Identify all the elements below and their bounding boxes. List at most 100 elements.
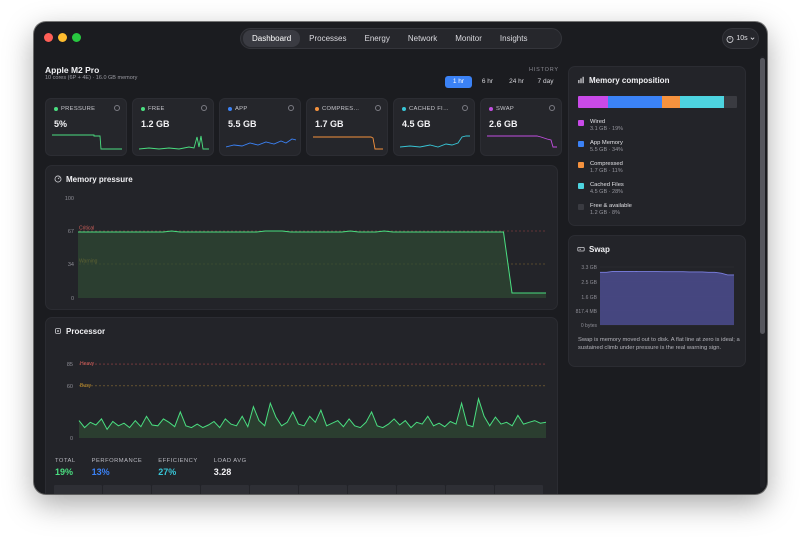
cpu-stat-label: LOAD AVG	[213, 458, 247, 464]
swap-area	[600, 271, 734, 325]
device-name: Apple M2 Pro	[45, 65, 100, 75]
stat-card-swap[interactable]: SWAP 2.6 GB	[480, 98, 562, 156]
processor-panel: Processor 85 60 0 Heavy Busy	[45, 317, 558, 494]
core-bar	[54, 485, 102, 494]
sparkline	[139, 135, 209, 150]
info-icon[interactable]	[375, 105, 381, 111]
history-range-selector: 1 hr 6 hr 24 hr 7 day	[445, 76, 559, 88]
y-tick-label: 85	[67, 362, 73, 368]
y-tick-label: 0 bytes	[581, 323, 598, 329]
y-tick-label: 100	[65, 196, 74, 202]
critical-label: Critical	[79, 226, 94, 232]
info-icon[interactable]	[288, 105, 294, 111]
core-bar	[495, 485, 543, 494]
info-icon[interactable]	[201, 105, 207, 111]
info-icon[interactable]	[462, 105, 468, 111]
stat-card-cached-files[interactable]: CACHED FI… 4.5 GB	[393, 98, 475, 156]
stat-label-row: COMPRES…	[315, 106, 360, 112]
core-bar	[250, 485, 298, 494]
cpu-stat-value: 19%	[55, 467, 74, 477]
legend-swatch	[578, 141, 584, 147]
pressure-line	[78, 230, 546, 294]
stat-value: 1.7 GB	[315, 119, 344, 129]
stat-value: 2.6 GB	[489, 119, 518, 129]
cpu-stat-value: 3.28	[213, 467, 232, 477]
stat-card-free[interactable]: FREE 1.2 GB	[132, 98, 214, 156]
refresh-interval-button[interactable]: 10s	[722, 28, 759, 49]
info-icon[interactable]	[114, 105, 120, 111]
memory-pressure-chart: 10067340CriticalWarning	[65, 196, 546, 302]
swap-title: Swap	[589, 245, 610, 254]
zoom-window-button[interactable]	[72, 33, 81, 42]
status-dot	[54, 107, 58, 111]
range-1hr[interactable]: 1 hr	[445, 76, 472, 88]
cpu-area	[79, 398, 546, 438]
tab-monitor[interactable]: Monitor	[455, 34, 482, 43]
core-bar	[446, 485, 494, 494]
sparkline	[52, 134, 122, 150]
y-tick-label: 34	[68, 262, 74, 268]
cpu-stat-value: 13%	[91, 467, 110, 477]
legend-name: Free & available	[590, 203, 632, 209]
stat-value: 4.5 GB	[402, 119, 431, 129]
history-label: HISTORY	[529, 67, 559, 73]
tab-energy[interactable]: Energy	[364, 34, 390, 43]
memory-pressure-title: Memory pressure	[66, 175, 133, 184]
legend-item-cached-files: Cached Files 4.5 GB · 28%	[578, 182, 624, 195]
y-tick-label: 0	[71, 296, 74, 302]
range-24hr[interactable]: 24 hr	[509, 78, 524, 85]
disk-icon	[577, 247, 585, 252]
timer-icon	[726, 35, 734, 43]
legend-name: Wired	[590, 119, 606, 125]
stat-label-row: FREE	[141, 106, 165, 112]
stat-label: SWAP	[496, 106, 515, 112]
device-specs: 10 cores (6P + 4E) · 16.0 GB memory	[45, 75, 138, 81]
status-dot	[315, 107, 319, 111]
core-bars	[54, 485, 543, 494]
legend-value: 5.5 GB · 34%	[590, 147, 624, 153]
scrollbar[interactable]	[760, 56, 765, 488]
legend-item-free: Free & available 1.2 GB · 8%	[578, 203, 632, 216]
minimize-window-button[interactable]	[58, 33, 67, 42]
cpu-stat-value: 27%	[158, 467, 177, 477]
cpu-stat-total: TOTAL 19%	[55, 458, 76, 477]
gauge-icon	[54, 175, 62, 183]
swap-line	[600, 270, 734, 276]
tab-insights[interactable]: Insights	[499, 34, 528, 43]
cpu-stat-label: TOTAL	[55, 458, 76, 464]
y-tick-label: 817.4 MB	[576, 309, 598, 315]
core-bar	[103, 485, 151, 494]
tab-dashboard[interactable]: Dashboard	[243, 30, 301, 47]
busy-label: Busy	[80, 383, 92, 389]
status-dot	[228, 107, 232, 111]
legend-value: 3.1 GB · 19%	[590, 126, 624, 132]
tab-network[interactable]: Network	[407, 34, 438, 43]
y-tick-label: 1.6 GB	[581, 295, 597, 301]
range-6hr[interactable]: 6 hr	[481, 78, 494, 85]
legend-swatch	[578, 183, 584, 189]
stat-value: 5%	[54, 119, 68, 129]
scrollbar-thumb[interactable]	[760, 58, 765, 334]
info-icon[interactable]	[549, 105, 555, 111]
stat-card-pressure[interactable]: PRESSURE 5%	[45, 98, 127, 156]
stat-label-row: PRESSURE	[54, 106, 95, 112]
chevron-down-icon	[750, 37, 755, 40]
status-dot	[402, 107, 406, 111]
legend-item-wired: Wired 3.1 GB · 19%	[578, 119, 623, 132]
stat-label: PRESSURE	[61, 106, 96, 112]
close-window-button[interactable]	[44, 33, 53, 42]
composition-segment	[679, 96, 725, 108]
stat-card-compressed[interactable]: COMPRES… 1.7 GB	[306, 98, 388, 156]
heavy-label: Heavy	[80, 361, 95, 367]
swap-panel: Swap 3.3 GB 2.5 GB 1.6 GB 817.4 MB 0 bytes S…	[568, 235, 746, 367]
range-7day[interactable]: 7 day	[537, 78, 554, 85]
swap-description: Swap is memory moved out to disk. A flat…	[578, 337, 740, 351]
swap-chart: 3.3 GB 2.5 GB 1.6 GB 817.4 MB 0 bytes	[576, 265, 734, 329]
refresh-interval-label: 10s	[736, 35, 748, 42]
memory-pressure-panel: Memory pressure 10067340CriticalWarning	[45, 165, 558, 310]
tab-processes[interactable]: Processes	[309, 34, 347, 43]
cpu-stat-load-avg: LOAD AVG 3.28	[214, 458, 247, 477]
processor-chart: 85 60 0 Heavy Busy	[67, 361, 547, 442]
cpu-stat-label: EFFICIENCY	[158, 458, 198, 464]
stat-card-app[interactable]: APP 5.5 GB	[219, 98, 301, 156]
